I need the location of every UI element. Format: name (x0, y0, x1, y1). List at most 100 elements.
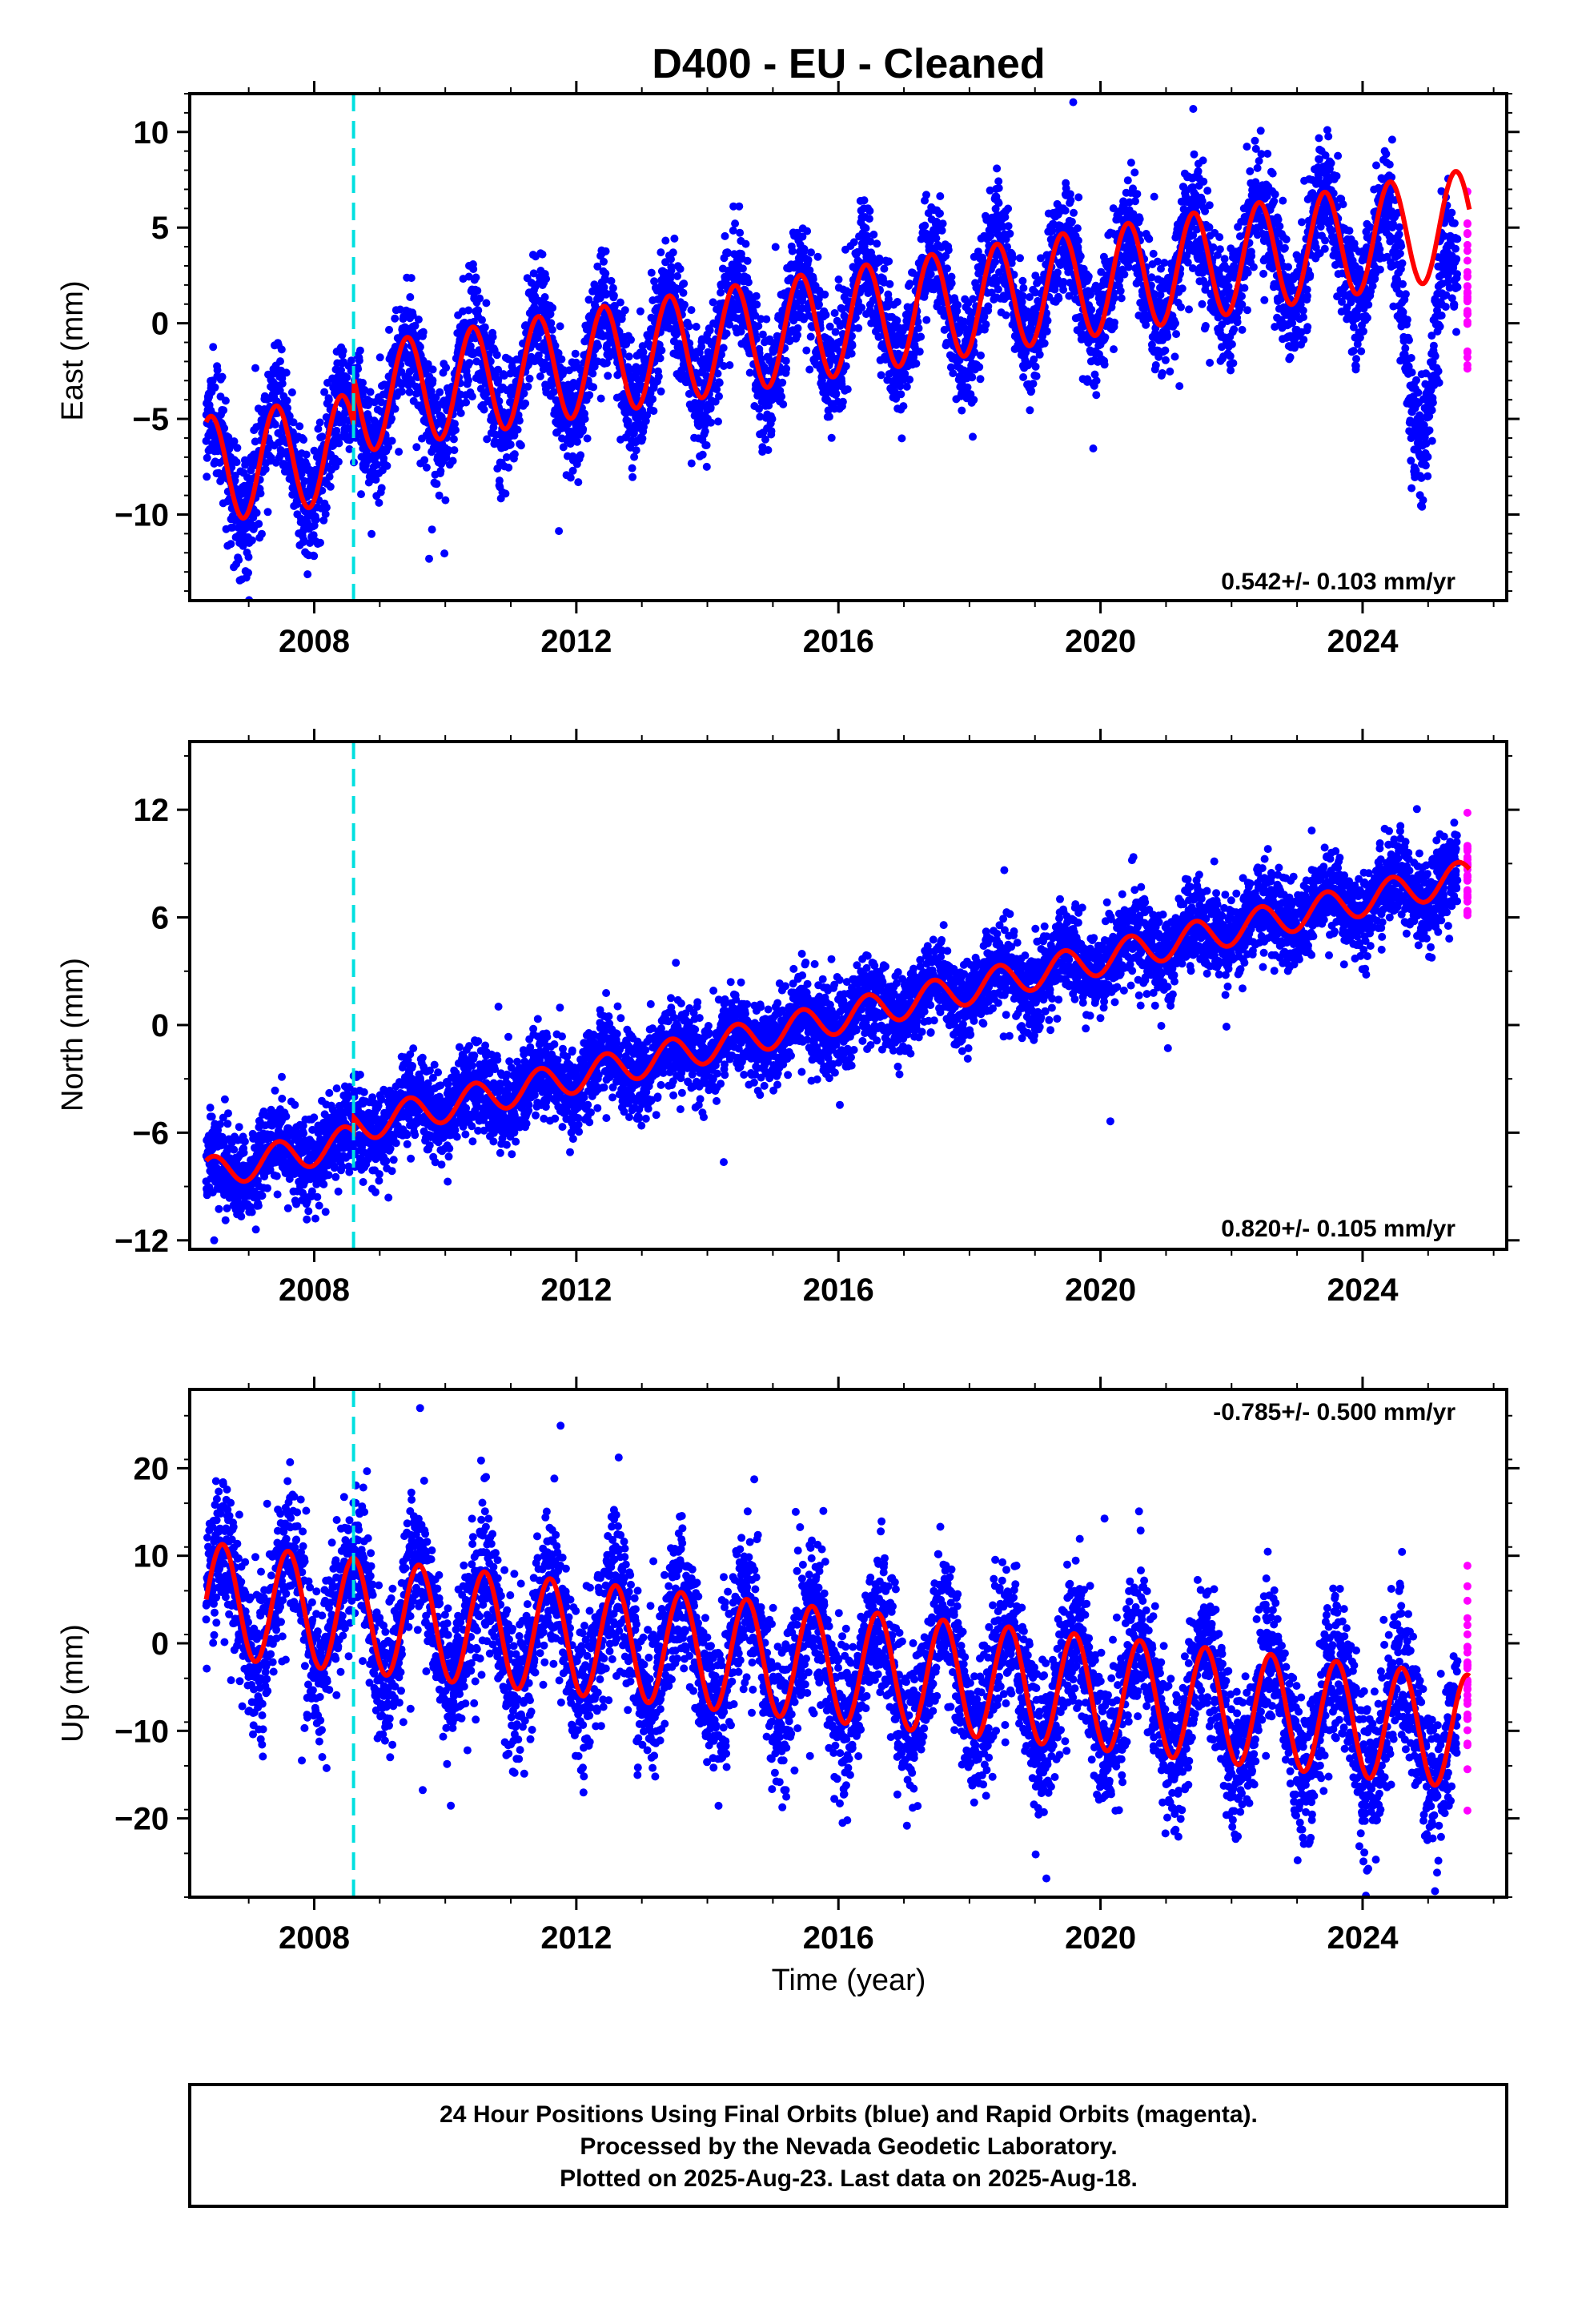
east-final-orbit-point (1040, 339, 1049, 348)
east-final-orbit-point (969, 432, 977, 441)
east-final-orbit-point (893, 298, 901, 306)
east-final-orbit-point (994, 285, 1002, 294)
east-final-orbit-point (885, 257, 893, 266)
east-final-orbit-point (309, 531, 318, 540)
east-final-orbit-point (781, 356, 790, 365)
east-final-orbit-point (441, 496, 450, 505)
east-final-orbit-point (209, 343, 218, 352)
east-final-orbit-point (1117, 294, 1126, 303)
east-final-orbit-point (408, 311, 417, 320)
east-final-orbit-point (1009, 253, 1017, 262)
east-final-orbit-point (994, 177, 1003, 186)
east-final-orbit-point (702, 462, 711, 471)
east-final-orbit-point (1042, 327, 1051, 336)
east-final-orbit-point (854, 324, 863, 332)
east-final-orbit-point (912, 360, 921, 368)
east-final-orbit-point (546, 310, 555, 319)
east-final-orbit-point (1198, 197, 1207, 206)
east-final-orbit-point (213, 366, 222, 375)
east-final-orbit-point (1066, 196, 1075, 205)
east-final-orbit-point (322, 503, 331, 512)
east-final-orbit-point (596, 394, 605, 403)
east-final-orbit-point (255, 520, 263, 529)
east-final-orbit-point (731, 219, 740, 228)
east-final-orbit-point (921, 221, 930, 230)
east-final-orbit-point (815, 300, 823, 309)
east-final-orbit-point (547, 319, 556, 328)
east-final-orbit-point (347, 356, 355, 365)
east-final-orbit-point (357, 490, 365, 499)
east-final-orbit-point (754, 322, 763, 331)
east-final-orbit-point (752, 292, 761, 300)
east-final-orbit-point (805, 365, 814, 374)
east-final-orbit-point (549, 388, 558, 396)
east-final-orbit-point (958, 406, 966, 415)
east-final-orbit-point (1101, 333, 1110, 342)
east-final-orbit-point (203, 472, 211, 481)
east-final-orbit-point (793, 331, 801, 340)
east-final-orbit-point (278, 380, 287, 388)
east-final-orbit-point (1019, 373, 1028, 381)
east-final-orbit-point (1177, 303, 1185, 312)
east-final-orbit-point (385, 325, 393, 334)
east-final-orbit-point (1206, 359, 1215, 367)
east-final-orbit-point (416, 343, 424, 352)
east-final-orbit-point (762, 315, 771, 324)
east-final-orbit-point (705, 326, 714, 335)
east-final-orbit-point (687, 306, 696, 315)
east-final-orbit-point (574, 478, 583, 487)
east-final-orbit-point (1145, 235, 1154, 243)
east-final-orbit-point (203, 453, 211, 462)
east-final-orbit-point (287, 388, 296, 396)
east-final-orbit-point (391, 314, 400, 323)
east-final-orbit-point (510, 450, 519, 459)
east-final-orbit-point (303, 570, 312, 579)
east-final-orbit-point (1163, 332, 1172, 340)
east-final-orbit-point (297, 470, 306, 478)
east-final-orbit-point (579, 424, 588, 433)
east-final-orbit-point (656, 248, 665, 257)
east-final-orbit-point (1166, 367, 1174, 376)
east-final-orbit-point (555, 527, 564, 536)
east-final-orbit-point (743, 256, 752, 265)
east-final-orbit-point (865, 207, 874, 215)
east-final-orbit-point (1175, 382, 1184, 391)
east-final-orbit-point (474, 306, 483, 315)
east-final-orbit-point (221, 396, 230, 405)
east-final-orbit-point (420, 456, 429, 464)
east-final-orbit-point (366, 388, 375, 396)
east-final-orbit-point (571, 349, 580, 358)
east-final-orbit-point (488, 332, 497, 341)
east-final-orbit-point (994, 199, 1003, 207)
east-final-orbit-point (715, 379, 724, 387)
east-final-orbit-point (771, 243, 780, 251)
east-final-orbit-point (548, 304, 557, 312)
east-final-orbit-point (387, 436, 396, 445)
east-final-orbit-point (427, 387, 436, 396)
east-final-orbit-point (324, 396, 333, 404)
east-final-orbit-point (428, 525, 436, 534)
east-final-orbit-point (1215, 245, 1224, 254)
east-final-orbit-point (371, 476, 380, 484)
east-final-orbit-point (285, 412, 294, 420)
east-final-orbit-point (779, 400, 788, 408)
east-final-orbit-point (648, 395, 657, 404)
east-final-orbit-point (764, 446, 773, 454)
east-final-orbit-point (406, 293, 415, 301)
east-final-orbit-point (915, 348, 924, 356)
east-final-orbit-point (1153, 257, 1162, 266)
east-final-orbit-point (276, 357, 284, 366)
east-final-orbit-point (902, 382, 911, 391)
east-final-orbit-point (440, 549, 449, 558)
east-final-orbit-point (282, 368, 291, 377)
east-final-orbit-point (1170, 352, 1179, 361)
east-final-orbit-point (464, 306, 473, 315)
east-final-orbit-point (436, 467, 445, 476)
east-final-orbit-point (1230, 325, 1239, 334)
east-final-orbit-point (551, 341, 560, 350)
east-final-orbit-point (557, 355, 566, 364)
east-final-orbit-point (600, 257, 608, 266)
east-final-orbit-point (256, 489, 265, 498)
east-final-orbit-point (515, 416, 524, 425)
east-final-orbit-point (1067, 217, 1076, 226)
